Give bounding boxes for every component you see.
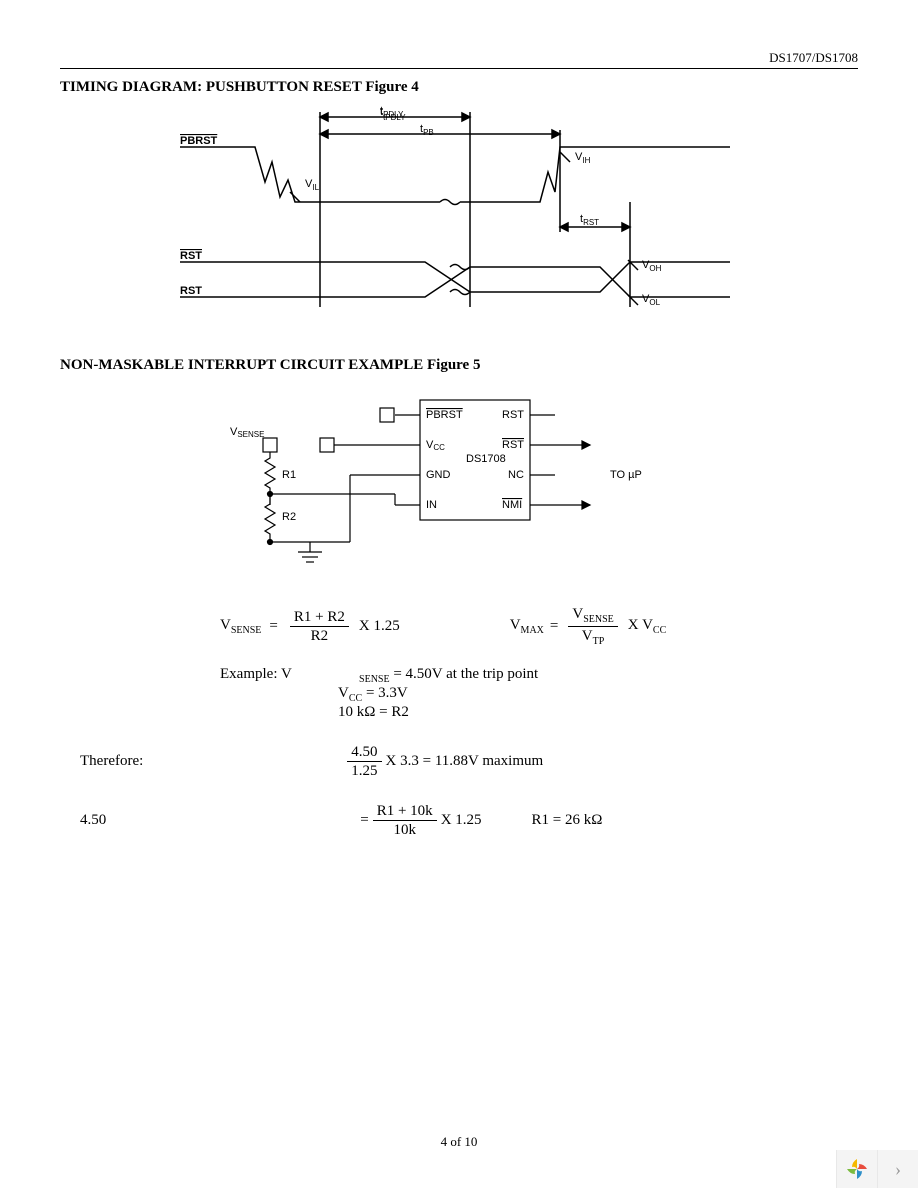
- example-block: Example: V SENSE = 4.50V at the trip poi…: [220, 666, 858, 721]
- timing-diagram: PBRST RST RST ttPDLY tPDLY tPDLY tPB VIH…: [160, 102, 858, 337]
- pin-rst: RST: [502, 409, 524, 421]
- label-rst-bar: RST: [180, 250, 202, 262]
- label-rst: RST: [180, 285, 202, 297]
- svg-text:VIH: VIH: [575, 151, 591, 165]
- pin-in: IN: [426, 499, 437, 511]
- pin-nc: NC: [508, 469, 524, 481]
- section-title-circuit: NON-MASKABLE INTERRUPT CIRCUIT EXAMPLE F…: [60, 357, 858, 374]
- chip-label: DS1708: [466, 453, 506, 465]
- label-pbrst: PBRST: [180, 135, 218, 147]
- label-r1: R1: [282, 469, 296, 481]
- svg-text:VOH: VOH: [642, 259, 662, 273]
- next-button[interactable]: ›: [877, 1150, 918, 1188]
- svg-text:VOL: VOL: [642, 293, 661, 307]
- svg-text:tPB: tPB: [420, 123, 434, 137]
- pin-gnd: GND: [426, 469, 451, 481]
- equation-r1: 4.50 = R1 + 10k 10k X 1.25 R1 = 26 kΩ: [60, 802, 858, 839]
- svg-text:tRST: tRST: [580, 213, 599, 227]
- pin-rst-bar: RST: [502, 439, 524, 451]
- svg-text:tPDLY: tPDLY: [380, 105, 404, 119]
- corner-widget: ›: [836, 1150, 918, 1188]
- logo-icon[interactable]: [836, 1150, 877, 1188]
- pin-nmi: NMI: [502, 499, 522, 511]
- equation-vsense: VSENSE = R1 + R2 R2 X 1.25 VMAX = VSENSE…: [220, 605, 858, 648]
- page-number: 4 of 10: [0, 1134, 918, 1150]
- label-r2: R2: [282, 511, 296, 523]
- header-part-number: DS1707/DS1708: [60, 50, 858, 69]
- svg-text:VSENSE: VSENSE: [230, 426, 264, 439]
- svg-text:VIL: VIL: [305, 178, 320, 192]
- section-title-timing: TIMING DIAGRAM: PUSHBUTTON RESET Figure …: [60, 79, 858, 96]
- circuit-diagram: DS1708 PBRST VCC GND IN RST RST NC NMI V…: [220, 380, 858, 585]
- label-to-up: TO µP: [610, 469, 642, 481]
- equation-therefore: Therefore: 4.50 1.25 X 3.3 = 11.88V maxi…: [60, 743, 858, 780]
- pin-pbrst: PBRST: [426, 409, 463, 421]
